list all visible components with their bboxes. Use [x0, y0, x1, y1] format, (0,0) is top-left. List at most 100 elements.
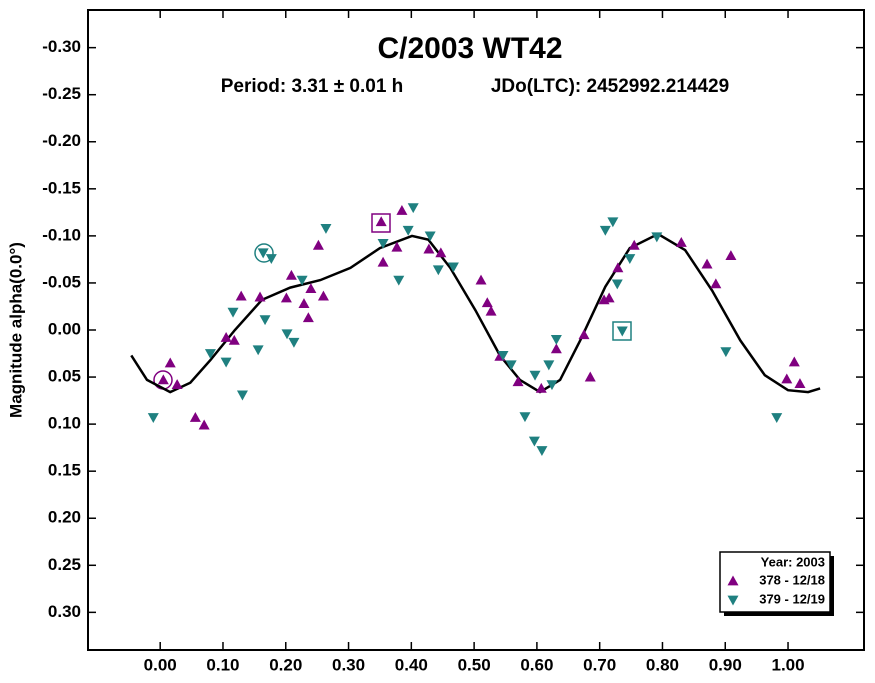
y-tick-label: -0.30 — [42, 37, 81, 56]
x-tick-label: 1.00 — [771, 655, 804, 674]
data-point — [628, 239, 640, 250]
legend-label: 379 - 12/19 — [759, 591, 825, 606]
data-point — [536, 446, 548, 456]
data-point — [497, 351, 509, 361]
data-point — [257, 248, 269, 259]
data-point — [424, 231, 436, 242]
x-tick-label: 0.80 — [646, 655, 679, 674]
chart-subtitle: Period: 3.31 ± 0.01 h — [221, 76, 404, 97]
x-tick-label: 0.30 — [332, 655, 365, 674]
data-point — [624, 254, 636, 264]
data-point — [236, 390, 248, 401]
y-tick-label: 0.30 — [48, 602, 81, 621]
data-point — [584, 371, 596, 382]
data-point — [616, 326, 628, 337]
data-point — [204, 349, 216, 360]
data-point — [171, 379, 183, 389]
data-point — [164, 357, 176, 368]
x-tick-label: 0.00 — [144, 655, 177, 674]
data-point — [788, 356, 800, 367]
data-point — [305, 283, 317, 293]
data-point — [481, 297, 493, 308]
data-point — [296, 275, 308, 286]
y-axis-label: Magnitude alpha(0.0°) — [6, 242, 25, 418]
data-point — [147, 413, 159, 424]
data-point — [475, 274, 487, 285]
data-point — [432, 265, 444, 276]
data-point — [252, 345, 264, 356]
data-point — [771, 413, 783, 424]
data-point — [235, 290, 247, 301]
data-point — [512, 376, 524, 387]
data-point — [607, 217, 619, 228]
data-point — [265, 254, 277, 264]
y-tick-label: 0.10 — [48, 414, 81, 433]
y-tick-label: 0.15 — [48, 461, 81, 480]
data-point — [612, 262, 624, 273]
x-tick-label: 0.90 — [709, 655, 742, 674]
y-tick-label: 0.05 — [48, 367, 81, 386]
y-tick-label: -0.15 — [42, 178, 81, 197]
data-point — [220, 332, 232, 342]
y-tick-label: 0.00 — [48, 319, 81, 338]
data-point — [550, 343, 562, 354]
x-tick-label: 0.40 — [395, 655, 428, 674]
y-tick-label: -0.25 — [42, 84, 81, 103]
data-point — [546, 380, 558, 391]
data-point — [535, 382, 547, 393]
data-point — [543, 360, 555, 371]
y-tick-label: -0.10 — [42, 225, 81, 244]
data-point — [578, 329, 590, 340]
y-tick-label: -0.20 — [42, 131, 81, 150]
data-point — [254, 291, 266, 302]
x-tick-label: 0.20 — [269, 655, 302, 674]
data-point — [312, 239, 324, 250]
y-tick-label: -0.05 — [42, 272, 81, 291]
data-point — [599, 225, 611, 236]
data-point — [781, 373, 793, 384]
data-point — [435, 247, 447, 258]
fit-curve — [130, 232, 821, 394]
data-point — [701, 258, 713, 269]
data-point — [228, 334, 240, 345]
data-point — [391, 241, 403, 252]
data-point — [377, 256, 389, 267]
data-point — [675, 236, 687, 247]
data-point — [550, 335, 562, 345]
data-point — [320, 223, 332, 234]
data-point — [519, 412, 531, 423]
annotation: JDo(LTC): 2452992.214429 — [491, 76, 729, 97]
highlight-circle — [254, 243, 274, 263]
data-point — [285, 269, 297, 280]
chart-title: C/2003 WT42 — [377, 32, 562, 65]
highlight-square — [612, 321, 632, 341]
data-point — [393, 275, 405, 286]
y-tick-label: 0.20 — [48, 508, 81, 527]
data-point — [651, 232, 663, 243]
data-point — [485, 305, 497, 316]
data-point — [505, 360, 517, 371]
data-point — [377, 239, 389, 249]
data-point — [220, 357, 232, 368]
data-point — [157, 374, 169, 385]
data-point — [725, 250, 737, 261]
x-tick-label: 0.50 — [458, 655, 491, 674]
data-point — [189, 412, 201, 422]
data-point — [288, 337, 300, 348]
legend-label: 378 - 12/18 — [759, 572, 825, 587]
data-point — [407, 203, 419, 214]
data-point — [317, 290, 329, 301]
data-point — [720, 347, 732, 358]
data-point — [423, 243, 435, 254]
x-tick-label: 0.60 — [520, 655, 553, 674]
highlight-square — [371, 213, 391, 233]
data-point — [603, 292, 615, 303]
data-point — [794, 378, 806, 389]
legend-box — [719, 551, 831, 613]
data-point — [611, 279, 623, 290]
legend-marker — [727, 595, 739, 606]
data-point — [198, 419, 210, 430]
data-point — [280, 292, 292, 303]
y-tick-label: 0.25 — [48, 555, 81, 574]
